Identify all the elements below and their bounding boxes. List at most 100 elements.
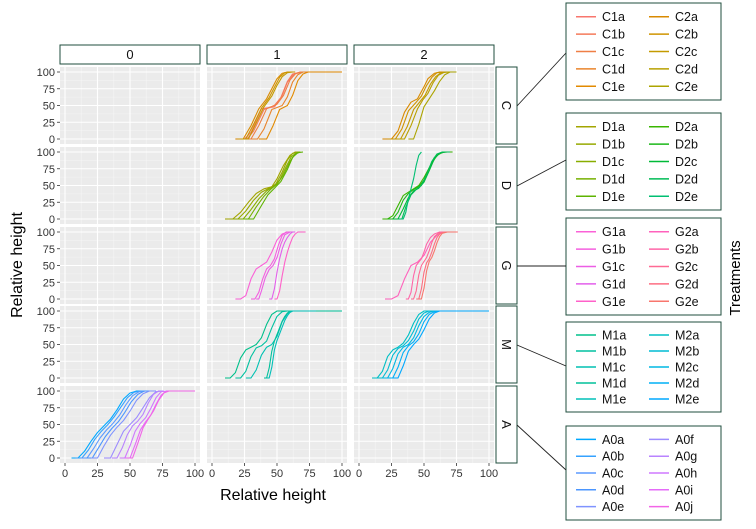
x-tick-label: 25 — [238, 468, 250, 480]
legend-label-M2d: M2d — [675, 377, 699, 391]
series-line-G2e — [418, 231, 458, 300]
column-strip-0: 0 — [59, 44, 201, 65]
legend-label-G1e: G1e — [602, 295, 626, 309]
series-line-M2b — [377, 310, 435, 379]
row-strip-label: D — [499, 181, 514, 190]
row-strip-D: D — [495, 146, 518, 225]
series-line-M2e — [392, 310, 489, 379]
series-line-G1b — [251, 231, 290, 300]
y-tick-label: 100 — [37, 306, 55, 318]
column-strip-label: 2 — [420, 47, 427, 62]
row-strip-G: G — [495, 226, 518, 305]
legend-box-G: G1a G2a G1b G2b G1c G2c G1d G2d G1e G2e — [565, 217, 722, 316]
series-line-M2d — [387, 310, 445, 379]
series-line-C2d — [398, 71, 453, 140]
legend-label-A0j: A0j — [675, 500, 693, 514]
column-strip-box — [59, 44, 201, 65]
y-tick-label: 75 — [43, 244, 55, 256]
legend-label-A0g: A0g — [675, 450, 697, 464]
legend-label-M1c: M1c — [602, 361, 626, 375]
y-tick-label: 100 — [37, 147, 55, 159]
series-group-M-1 — [225, 310, 342, 379]
series-line-G2c — [411, 231, 453, 300]
series-line-G2d — [416, 231, 456, 300]
series-group-D-1 — [225, 151, 304, 220]
facet-panel-G-0 — [60, 227, 200, 304]
row-strip-box — [495, 226, 518, 305]
legend-label-C2c: C2c — [675, 45, 697, 59]
column-strip-2: 2 — [353, 44, 495, 65]
y-tick-label: 0 — [49, 453, 55, 465]
column-strip-label: 1 — [273, 47, 280, 62]
legend-label-C2b: C2b — [675, 28, 698, 42]
column-strip-label: 0 — [126, 47, 133, 62]
y-tick-label: 0 — [49, 294, 55, 306]
series-line-M2a — [372, 310, 437, 379]
x-tick-label: 0 — [62, 468, 68, 480]
series-line-C2b — [387, 71, 445, 140]
facet-panel-C-2 — [354, 67, 494, 144]
y-tick-label: 25 — [43, 197, 55, 209]
legend-label-D1d: D1d — [602, 172, 625, 186]
x-tick-label: 100 — [480, 468, 498, 480]
series-group-D-2 — [382, 151, 453, 220]
series-line-A0j — [127, 390, 195, 459]
series-line-A0b — [75, 390, 146, 459]
legend-label-C2a: C2a — [675, 10, 698, 24]
legend-label-C1c: C1c — [602, 45, 624, 59]
series-line-G2b — [405, 231, 450, 300]
y-tick-label: 25 — [43, 117, 55, 129]
legend-label-D2e: D2e — [675, 190, 698, 204]
series-line-A0e — [91, 390, 156, 459]
x-tick-label: 0 — [209, 468, 215, 480]
row-strip-M: M — [495, 305, 518, 384]
legend-label-M2c: M2c — [675, 361, 699, 375]
legend-label-G1d: G1d — [602, 277, 626, 291]
series-line-D1b — [230, 151, 298, 220]
column-strip-box — [206, 44, 348, 65]
column-strips: 0 1 2 — [59, 44, 495, 65]
series-line-A0c — [80, 390, 151, 459]
series-line-C1e — [258, 71, 342, 140]
y-tick-label: 100 — [37, 67, 55, 79]
legend-label-M1b: M1b — [602, 345, 626, 359]
legend-label-D2d: D2d — [675, 172, 698, 186]
y-tick-label: 100 — [37, 227, 55, 239]
legend-label-C2e: C2e — [675, 80, 698, 94]
series-line-D1e — [245, 151, 304, 220]
facet-panels — [60, 67, 494, 463]
legend-label-D1c: D1c — [602, 155, 624, 169]
series-line-A0h — [119, 390, 170, 459]
legend-title: Treatments — [727, 240, 744, 315]
y-tick-label: 0 — [49, 214, 55, 226]
series-line-A0d — [85, 390, 151, 459]
row-strip-box — [495, 305, 518, 384]
series-line-D2e — [400, 151, 422, 220]
facet-panel-M-1 — [207, 306, 347, 383]
legend-label-D1a: D1a — [602, 120, 625, 134]
series-group-C-2 — [382, 71, 457, 140]
series-line-D2d — [398, 151, 450, 220]
series-line-C1d — [251, 71, 311, 140]
series-group-G-2 — [385, 231, 458, 300]
legend-label-G2a: G2a — [675, 225, 699, 239]
facet-panel-A-1 — [207, 386, 347, 463]
legend-box-D: D1a D2a D1b D2b D1c D2c D1d D2d D1e D2e — [565, 112, 722, 211]
series-line-G1e — [274, 231, 306, 300]
x-tick-label: 50 — [271, 468, 283, 480]
legend-label-A0i: A0i — [675, 483, 693, 497]
y-tick-label: 75 — [43, 84, 55, 96]
x-tick-label: 75 — [156, 468, 168, 480]
legend-label-D2c: D2c — [675, 155, 697, 169]
legend-label-M1a: M1a — [602, 329, 626, 343]
x-tick-label: 25 — [91, 468, 103, 480]
axes: 0255075100025507510002550751000255075100… — [37, 67, 499, 480]
row-strip-label: G — [499, 260, 514, 270]
x-tick-label: 100 — [186, 468, 204, 480]
row-strip-A: A — [495, 385, 518, 464]
legend-label-A0h: A0h — [675, 467, 697, 481]
legend-label-D1e: D1e — [602, 190, 625, 204]
series-line-C2c — [240, 71, 293, 140]
series-line-G1d — [269, 231, 296, 300]
